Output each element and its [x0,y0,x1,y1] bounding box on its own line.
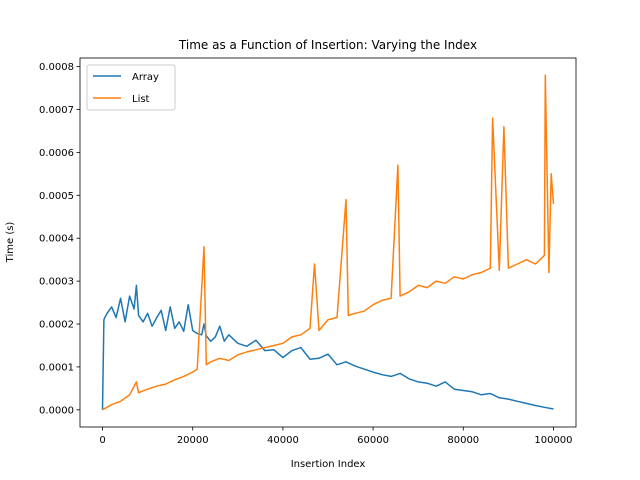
x-tick-label: 100000 [534,435,572,446]
x-tick-label: 0 [99,435,105,446]
y-tick-label: 0.0005 [39,191,74,202]
plot-area [79,57,577,428]
y-tick-label: 0.0006 [39,148,74,159]
x-tick-label: 20000 [177,435,209,446]
legend: Array List [86,64,176,111]
y-tick-label: 0.0000 [39,405,74,416]
x-tick-label: 40000 [267,435,299,446]
y-axis-title: Time (s) [5,222,16,264]
series-line-array [101,284,554,410]
chart-title: Time as a Function of Insertion: Varying… [178,38,477,52]
legend-label-list: List [132,94,150,105]
x-axis: 0 20000 40000 60000 80000 100000 [99,427,573,446]
y-tick-label: 0.0002 [39,320,74,331]
x-tick-label: 60000 [357,435,389,446]
y-axis: 0.0000 0.0001 0.0002 0.0003 0.0004 0.0005 0.00… [39,62,80,416]
y-tick-label: 0.0001 [39,362,74,373]
x-axis-title: Insertion Index [291,459,366,470]
series-layer [101,74,555,411]
y-tick-label: 0.0003 [39,277,74,288]
legend-box [86,64,176,111]
y-tick-label: 0.0007 [39,105,74,116]
series-line-list [102,74,555,411]
x-tick-label: 80000 [447,435,479,446]
legend-label-array: Array [132,72,159,83]
plot-frame [79,57,577,428]
y-tick-label: 0.0004 [39,234,74,245]
y-tick-label: 0.0008 [39,62,74,73]
